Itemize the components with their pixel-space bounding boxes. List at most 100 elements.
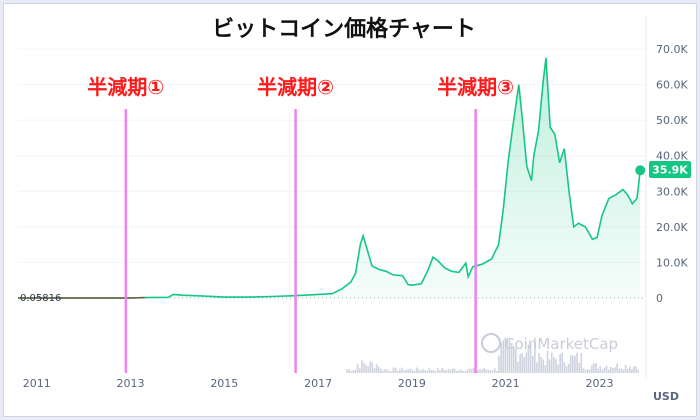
volume-bar bbox=[508, 340, 511, 373]
watermark: CoinMarketCap bbox=[481, 333, 618, 353]
volume-bar bbox=[420, 370, 422, 373]
volume-bar bbox=[462, 371, 464, 373]
volume-bar bbox=[449, 369, 452, 373]
volume-bar bbox=[555, 359, 557, 373]
y-tick-label: 30.0K bbox=[656, 185, 688, 198]
volume-bar bbox=[588, 369, 591, 373]
volume-bar bbox=[595, 363, 597, 373]
volume-bar bbox=[361, 360, 363, 373]
volume-bar bbox=[601, 369, 604, 373]
volume-bar bbox=[390, 371, 393, 373]
price-line bbox=[18, 57, 641, 299]
volume-bar bbox=[498, 355, 500, 373]
volume-bar bbox=[477, 369, 479, 373]
volume-bar bbox=[557, 364, 559, 373]
volume-bar bbox=[377, 366, 380, 373]
volume-bar bbox=[447, 368, 450, 373]
volume-bar bbox=[506, 338, 509, 373]
volume-bar bbox=[493, 368, 496, 373]
y-axis: 70.0K 60.0K 50.0K 40.0K 30.0K 20.0K 10.0K 0 bbox=[18, 43, 688, 305]
volume-bar bbox=[500, 342, 502, 373]
volume-bar bbox=[411, 370, 414, 373]
volume-bar bbox=[384, 369, 386, 373]
halving-label-1: 半減期① bbox=[87, 75, 164, 99]
volume-bar bbox=[460, 369, 462, 373]
volume-bar bbox=[430, 369, 433, 373]
volume-bar bbox=[605, 365, 608, 373]
volume-bar bbox=[591, 365, 593, 373]
y-tick-label: 60.0K bbox=[656, 79, 688, 92]
volume-bar bbox=[413, 370, 416, 373]
volume-bar bbox=[633, 365, 635, 373]
x-tick-label: 2011 bbox=[23, 377, 51, 390]
x-tick-label: 2015 bbox=[210, 377, 238, 390]
volume-bar bbox=[620, 368, 623, 373]
volume-bar bbox=[348, 369, 350, 373]
y-tick-label: 0 bbox=[656, 292, 663, 305]
volume-bar bbox=[350, 370, 353, 373]
volume-bar bbox=[496, 370, 498, 373]
volume-bar bbox=[369, 361, 372, 373]
volume-bar bbox=[515, 348, 517, 373]
volume-bar bbox=[432, 369, 435, 373]
volume-bar bbox=[540, 357, 542, 373]
volume-bar bbox=[388, 370, 391, 373]
volume-bar bbox=[464, 371, 467, 373]
volume-bar bbox=[559, 353, 561, 373]
volume-bar bbox=[439, 370, 441, 373]
volume-bar bbox=[472, 367, 475, 373]
volume-bar bbox=[531, 355, 534, 373]
y-unit-label: USD bbox=[653, 390, 679, 403]
x-tick-label: 2019 bbox=[398, 377, 426, 390]
volume-bar bbox=[563, 362, 566, 373]
y-tick-label: 10.0K bbox=[656, 256, 688, 269]
volume-bar bbox=[436, 367, 439, 373]
volume-bar bbox=[616, 363, 618, 373]
volume-bar bbox=[443, 369, 445, 373]
volume-bar bbox=[346, 369, 348, 373]
y-tick-label: 50.0K bbox=[656, 114, 688, 127]
x-tick-label: 2013 bbox=[117, 377, 145, 390]
volume-bar bbox=[631, 368, 633, 373]
volume-bar bbox=[487, 369, 490, 373]
volume-bar bbox=[489, 370, 492, 373]
volume-bar bbox=[502, 340, 504, 373]
volume-bar bbox=[403, 370, 405, 373]
volume-bar bbox=[614, 367, 616, 373]
volume-histogram bbox=[346, 337, 640, 373]
volume-bar bbox=[510, 343, 513, 373]
current-price: 35.9K bbox=[635, 161, 691, 178]
volume-bar bbox=[491, 370, 494, 373]
volume-bar bbox=[628, 366, 631, 373]
volume-bar bbox=[468, 368, 471, 373]
coinmarketcap-logo-icon bbox=[481, 333, 501, 353]
volume-bar bbox=[398, 369, 401, 373]
volume-bar bbox=[396, 370, 399, 373]
chart-frame: ビットコイン価格チャート 70.0K 60.0K 50.0K 40.0K 30.0K 20… bbox=[3, 3, 697, 417]
volume-bar bbox=[417, 369, 420, 373]
y-tick-label: 20.0K bbox=[656, 221, 688, 234]
volume-bar bbox=[584, 369, 587, 373]
price-area-fill bbox=[18, 57, 641, 299]
volume-bar bbox=[527, 344, 530, 373]
volume-bar bbox=[371, 362, 374, 373]
volume-bar bbox=[485, 369, 488, 373]
y-tick-label: 40.0K bbox=[656, 150, 688, 163]
volume-bar bbox=[538, 353, 540, 373]
volume-bar bbox=[441, 367, 443, 373]
volume-bar bbox=[407, 369, 410, 373]
volume-bar bbox=[542, 359, 545, 373]
volume-bar bbox=[458, 370, 460, 373]
volume-bar bbox=[451, 368, 454, 373]
volume-bar bbox=[367, 366, 369, 373]
volume-bar bbox=[603, 367, 606, 373]
volume-bar bbox=[576, 352, 578, 373]
volume-bar bbox=[622, 369, 625, 373]
volume-bar bbox=[580, 353, 583, 373]
current-price-dot bbox=[635, 165, 646, 176]
volume-bar bbox=[534, 337, 536, 373]
volume-bar bbox=[593, 363, 595, 373]
volume-bar bbox=[610, 366, 612, 373]
volume-bar bbox=[380, 368, 382, 373]
y-tick-label: 70.0K bbox=[656, 43, 688, 56]
